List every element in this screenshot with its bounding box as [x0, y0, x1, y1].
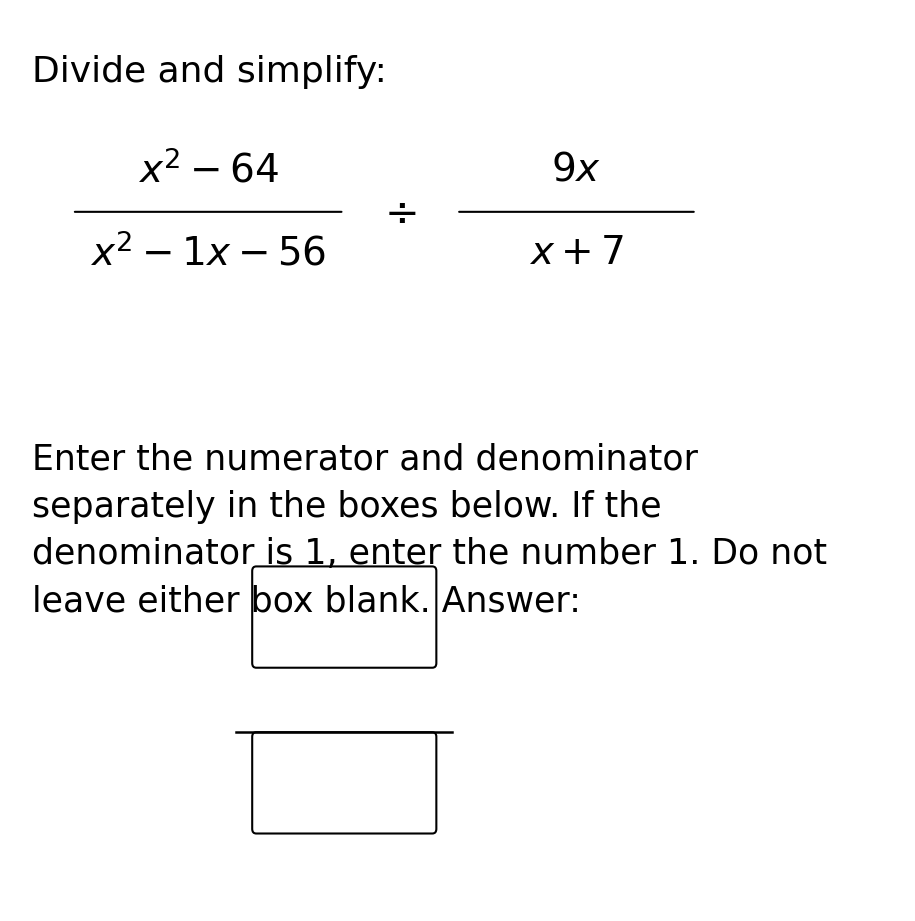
FancyBboxPatch shape — [253, 566, 436, 668]
Text: $9x$: $9x$ — [552, 152, 601, 189]
Text: $x^2 - 64$: $x^2 - 64$ — [137, 150, 279, 191]
FancyBboxPatch shape — [253, 732, 436, 834]
Text: Divide and simplify:: Divide and simplify: — [32, 55, 387, 89]
Text: Enter the numerator and denominator
separately in the boxes below. If the
denomi: Enter the numerator and denominator sepa… — [32, 442, 827, 619]
Text: $x^2 - 1x - 56$: $x^2 - 1x - 56$ — [90, 233, 327, 274]
Text: $\div$: $\div$ — [384, 191, 416, 233]
Text: $x + 7$: $x + 7$ — [529, 235, 624, 272]
